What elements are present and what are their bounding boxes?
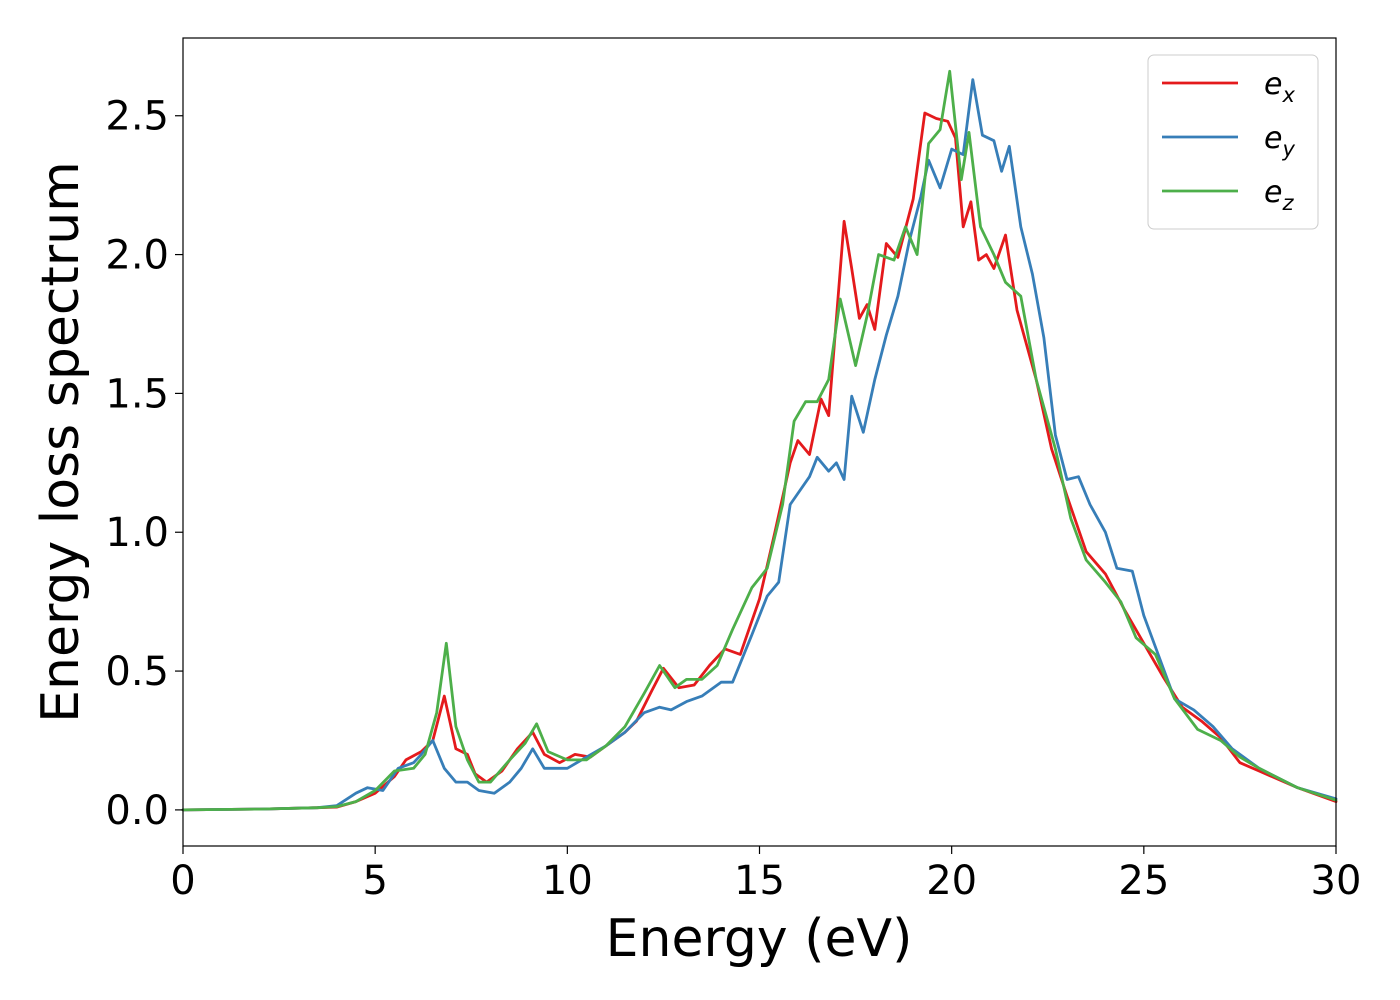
series-line-e-z: [181, 69, 1338, 812]
x-tick-label: 15: [734, 858, 785, 904]
series-layer: [181, 69, 1338, 812]
x-tick-label: 30: [1311, 858, 1362, 904]
y-tick-label: 2.5: [105, 94, 169, 140]
x-tick-label: 5: [362, 858, 387, 904]
y-tick-label: 1.0: [105, 510, 169, 556]
x-tick-label: 20: [926, 858, 977, 904]
x-axis-title: Energy (eV): [606, 909, 913, 969]
y-tick-label: 2.0: [105, 233, 169, 279]
y-tick-label: 1.5: [105, 371, 169, 417]
x-axis: 0 5 10 15 20 25 30: [170, 846, 1361, 904]
x-tick-label: 0: [170, 858, 195, 904]
y-tick-label: 0.5: [105, 649, 169, 695]
y-axis-title: Energy loss spectrum: [31, 161, 91, 723]
x-tick-label: 25: [1118, 858, 1169, 904]
series-line-e-y: [181, 78, 1338, 812]
plot-background: [183, 38, 1336, 846]
legend-box: [1147, 54, 1319, 230]
x-tick-label: 10: [542, 858, 593, 904]
y-axis: 0.0 0.5 1.0 1.5 2.0 2.5: [105, 94, 183, 834]
y-tick-label: 0.0: [105, 788, 169, 834]
